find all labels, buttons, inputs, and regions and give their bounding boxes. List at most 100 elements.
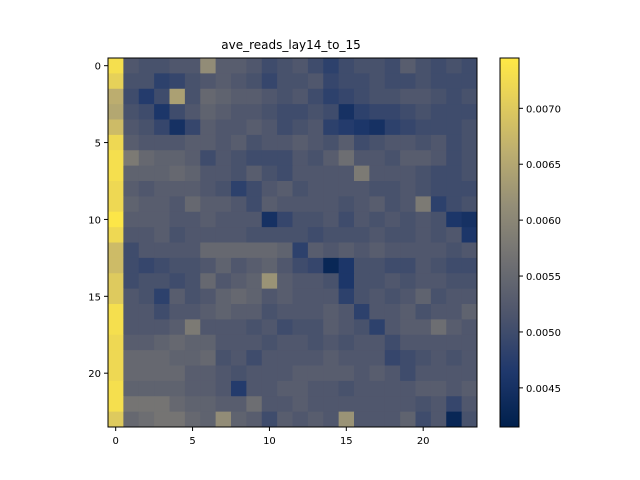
heatmap-cell bbox=[461, 257, 478, 274]
heatmap-cell bbox=[323, 165, 340, 182]
heatmap-cell bbox=[215, 319, 232, 336]
heatmap-cell bbox=[154, 134, 170, 151]
heatmap-cell bbox=[384, 411, 401, 428]
heatmap-cell bbox=[154, 273, 170, 290]
heatmap-cell bbox=[369, 73, 386, 90]
heatmap-cell bbox=[246, 380, 263, 397]
heatmap-cell bbox=[215, 411, 232, 428]
heatmap-cell bbox=[354, 88, 370, 105]
heatmap-cell bbox=[231, 288, 247, 305]
heatmap-cell bbox=[215, 196, 232, 213]
heatmap-cell bbox=[138, 150, 155, 167]
heatmap-cell bbox=[338, 227, 355, 243]
heatmap-cell bbox=[261, 119, 278, 136]
heatmap-cell bbox=[338, 396, 355, 413]
heatmap-cell bbox=[108, 134, 124, 151]
colorbar-frame bbox=[499, 57, 520, 428]
heatmap-cell bbox=[384, 380, 401, 397]
heatmap-cell bbox=[430, 58, 447, 74]
heatmap-cell bbox=[215, 134, 232, 151]
heatmap-cell bbox=[400, 380, 416, 397]
heatmap-cell bbox=[430, 257, 447, 274]
heatmap-cell bbox=[446, 411, 463, 428]
heatmap-cell bbox=[138, 119, 155, 136]
heatmap-cell bbox=[384, 334, 401, 351]
heatmap-cell bbox=[461, 211, 478, 228]
heatmap-cell bbox=[246, 304, 263, 320]
heatmap-cell bbox=[430, 211, 447, 228]
heatmap-cell bbox=[169, 58, 186, 74]
heatmap-cell bbox=[246, 257, 263, 274]
heatmap-cell bbox=[307, 411, 324, 428]
heatmap-cell bbox=[138, 88, 155, 105]
heatmap-cell bbox=[200, 104, 217, 120]
heatmap-cell bbox=[338, 257, 355, 274]
heatmap-cell bbox=[123, 288, 140, 305]
heatmap-cell bbox=[200, 181, 217, 197]
heatmap-cell bbox=[246, 211, 263, 228]
heatmap-cell bbox=[169, 350, 186, 366]
heatmap-cell bbox=[354, 242, 370, 259]
heatmap-cell bbox=[430, 411, 447, 428]
heatmap-cell bbox=[400, 165, 416, 182]
heatmap-cell bbox=[277, 88, 293, 105]
heatmap-cell bbox=[323, 365, 340, 382]
heatmap-cell bbox=[261, 365, 278, 382]
heatmap-cell bbox=[123, 58, 140, 74]
heatmap-cell bbox=[292, 380, 309, 397]
heatmap-cell bbox=[292, 165, 309, 182]
heatmap-cell bbox=[215, 58, 232, 74]
heatmap-cell bbox=[108, 119, 124, 136]
heatmap-cell bbox=[415, 134, 432, 151]
heatmap-cell bbox=[400, 257, 416, 274]
heatmap-cell bbox=[138, 334, 155, 351]
heatmap-cell bbox=[261, 334, 278, 351]
heatmap-cell bbox=[138, 134, 155, 151]
heatmap-cell bbox=[123, 211, 140, 228]
heatmap-cell bbox=[307, 365, 324, 382]
heatmap-cell bbox=[415, 242, 432, 259]
heatmap-cell bbox=[231, 319, 247, 336]
heatmap-cell bbox=[200, 73, 217, 90]
heatmap-cell bbox=[338, 88, 355, 105]
heatmap-cell bbox=[415, 257, 432, 274]
heatmap-cell bbox=[323, 134, 340, 151]
heatmap-cell bbox=[446, 319, 463, 336]
heatmap-cell bbox=[461, 73, 478, 90]
heatmap-cell bbox=[430, 396, 447, 413]
heatmap-cell bbox=[231, 134, 247, 151]
y-tick-label: 15 bbox=[88, 292, 101, 303]
heatmap-cell bbox=[415, 273, 432, 290]
heatmap-cell bbox=[215, 257, 232, 274]
heatmap-cell bbox=[307, 58, 324, 74]
heatmap-cell bbox=[154, 334, 170, 351]
heatmap-cell bbox=[246, 334, 263, 351]
heatmap-cell bbox=[246, 119, 263, 136]
heatmap-cell bbox=[354, 380, 370, 397]
heatmap-cell bbox=[277, 257, 293, 274]
heatmap-cell bbox=[307, 119, 324, 136]
heatmap-cell bbox=[384, 257, 401, 274]
heatmap-cell bbox=[400, 319, 416, 336]
heatmap-cell bbox=[369, 119, 386, 136]
heatmap-cell bbox=[292, 319, 309, 336]
heatmap-cell bbox=[292, 350, 309, 366]
heatmap-cell bbox=[246, 73, 263, 90]
heatmap-cell bbox=[138, 396, 155, 413]
heatmap-cell bbox=[215, 396, 232, 413]
heatmap-cell bbox=[307, 350, 324, 366]
heatmap-cell bbox=[123, 257, 140, 274]
heatmap-cell bbox=[200, 242, 217, 259]
heatmap-cell bbox=[446, 104, 463, 120]
heatmap-grid bbox=[108, 58, 478, 428]
heatmap-cell bbox=[154, 165, 170, 182]
heatmap-cell bbox=[415, 73, 432, 90]
heatmap-cell bbox=[277, 227, 293, 243]
heatmap-cell bbox=[231, 181, 247, 197]
heatmap-cell bbox=[415, 88, 432, 105]
heatmap-cell bbox=[400, 334, 416, 351]
heatmap-cell bbox=[184, 242, 201, 259]
colorbar-tick-label: 0.0070 bbox=[526, 104, 561, 115]
heatmap-cell bbox=[108, 181, 124, 197]
heatmap-cell bbox=[430, 242, 447, 259]
